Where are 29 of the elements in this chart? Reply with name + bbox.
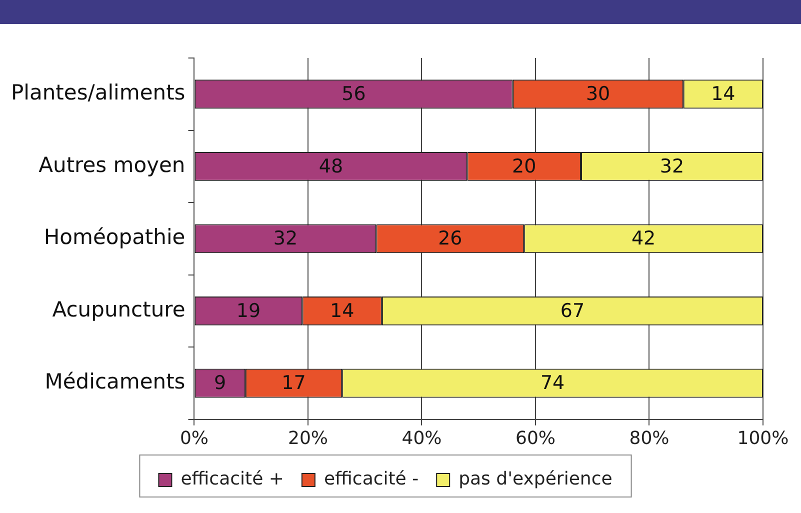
data-label: 67 bbox=[560, 300, 585, 322]
x-tick-label: 80% bbox=[629, 428, 670, 449]
x-tick-label: 0% bbox=[180, 428, 209, 449]
data-label: 20 bbox=[512, 155, 536, 178]
y-tick-label: Médicaments bbox=[44, 370, 186, 394]
x-tick-label: 100% bbox=[737, 428, 789, 449]
data-label: 42 bbox=[631, 228, 656, 250]
data-label: 17 bbox=[282, 372, 306, 394]
x-tick-label: 40% bbox=[402, 428, 442, 449]
y-tick-label: Acupuncture bbox=[52, 297, 186, 322]
data-label: 9 bbox=[214, 372, 226, 394]
y-tick-label: Autres moyen bbox=[38, 152, 186, 177]
data-label: 14 bbox=[711, 83, 736, 106]
y-tick-label: Homéopathie bbox=[44, 225, 186, 250]
data-label: 19 bbox=[236, 300, 261, 322]
data-label: 30 bbox=[586, 83, 610, 106]
legend-label: pas d'expérience bbox=[458, 468, 612, 490]
data-label: 32 bbox=[273, 228, 298, 250]
data-label: 32 bbox=[660, 155, 684, 178]
data-label: 26 bbox=[438, 228, 462, 250]
x-tick-label: 60% bbox=[515, 428, 556, 449]
legend-label: efficacité - bbox=[324, 468, 419, 490]
data-label: 56 bbox=[342, 83, 366, 106]
x-tick-label: 20% bbox=[288, 428, 328, 449]
y-tick-label: Plantes/aliments bbox=[10, 80, 186, 105]
data-label: 48 bbox=[318, 155, 344, 178]
legend-label: efficacité + bbox=[180, 468, 284, 490]
data-label: 74 bbox=[540, 372, 565, 394]
data-label: 14 bbox=[330, 300, 354, 322]
